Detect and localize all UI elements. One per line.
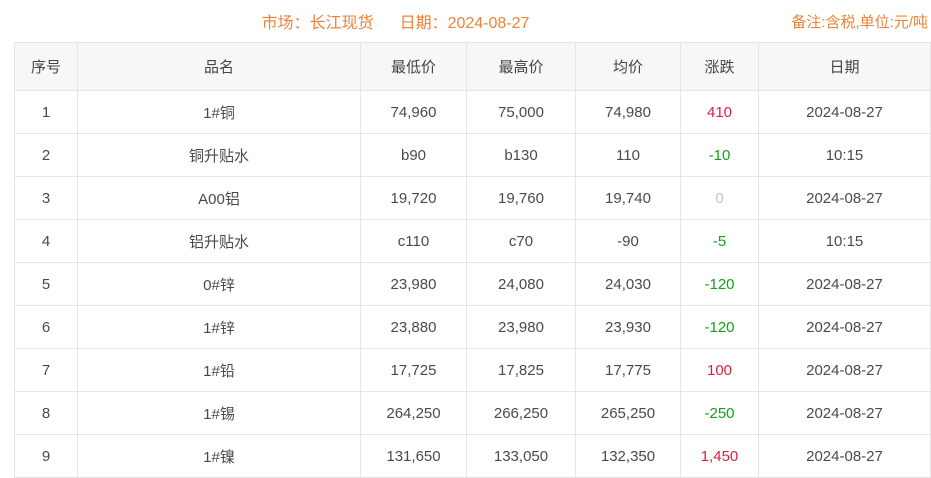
cell-change: -10 [680,133,759,177]
cell-avg: 23,930 [575,305,681,349]
cell-no: 8 [14,391,78,435]
cell-high: 23,980 [466,305,576,349]
cell-no: 4 [14,219,78,263]
cell-date: 2024-08-27 [758,90,931,134]
cell-no: 5 [14,262,78,306]
cell-date: 10:15 [758,133,931,177]
cell-change: -120 [680,262,759,306]
market-date-title: 市场：长江现货 日期：2024-08-27 [0,0,791,42]
cell-avg: 132,350 [575,434,681,478]
cell-avg: 74,980 [575,90,681,134]
cell-low: 23,980 [360,262,467,306]
table-row: 8 1#锡 264,250 266,250 265,250 -250 2024-… [14,391,931,435]
cell-change: 1,450 [680,434,759,478]
cell-name: 铜升贴水 [77,133,361,177]
remark-note: 备注:含税,单位:元/吨 [791,13,928,31]
market-label: 市场：长江现货 [261,15,374,32]
table-row: 6 1#锌 23,880 23,980 23,930 -120 2024-08-… [14,305,931,349]
col-header-change: 涨跌 [680,42,759,91]
cell-no: 2 [14,133,78,177]
table-row: 2 铜升贴水 b90 b130 110 -10 10:15 [14,133,931,177]
cell-date: 2024-08-27 [758,305,931,349]
cell-low: 17,725 [360,348,467,392]
cell-no: 3 [14,176,78,220]
cell-change: -250 [680,391,759,435]
cell-no: 9 [14,434,78,478]
cell-name: 1#镍 [77,434,361,478]
table-row: 4 铝升贴水 c110 c70 -90 -5 10:15 [14,219,931,263]
cell-avg: 265,250 [575,391,681,435]
price-table: 序号 品名 最低价 最高价 均价 涨跌 日期 1 1#铜 74,960 75,0… [14,42,931,478]
cell-high: 24,080 [466,262,576,306]
cell-low: 19,720 [360,176,467,220]
cell-change: -120 [680,305,759,349]
table-row: 3 A00铝 19,720 19,760 19,740 0 2024-08-27 [14,176,931,220]
cell-change: 0 [680,176,759,220]
title-bar: 市场：长江现货 日期：2024-08-27 备注:含税,单位:元/吨 [0,0,931,42]
cell-high: 75,000 [466,90,576,134]
cell-name: 1#锌 [77,305,361,349]
cell-change: -5 [680,219,759,263]
cell-change: 100 [680,348,759,392]
table-row: 1 1#铜 74,960 75,000 74,980 410 2024-08-2… [14,90,931,134]
cell-date: 10:15 [758,219,931,263]
table-row: 7 1#铅 17,725 17,825 17,775 100 2024-08-2… [14,348,931,392]
cell-date: 2024-08-27 [758,262,931,306]
cell-high: c70 [466,219,576,263]
cell-no: 7 [14,348,78,392]
cell-avg: 24,030 [575,262,681,306]
col-header-no: 序号 [14,42,78,91]
col-header-name: 品名 [77,42,361,91]
table-row: 9 1#镍 131,650 133,050 132,350 1,450 2024… [14,434,931,478]
col-header-high: 最高价 [466,42,576,91]
cell-date: 2024-08-27 [758,391,931,435]
cell-high: 133,050 [466,434,576,478]
col-header-low: 最低价 [360,42,467,91]
cell-high: b130 [466,133,576,177]
table-row: 5 0#锌 23,980 24,080 24,030 -120 2024-08-… [14,262,931,306]
date-label: 日期：2024-08-27 [399,15,530,32]
cell-name: A00铝 [77,176,361,220]
table-header-row: 序号 品名 最低价 最高价 均价 涨跌 日期 [14,42,931,91]
cell-name: 1#铜 [77,90,361,134]
cell-name: 铝升贴水 [77,219,361,263]
cell-date: 2024-08-27 [758,176,931,220]
cell-low: 74,960 [360,90,467,134]
cell-name: 1#锡 [77,391,361,435]
cell-avg: 19,740 [575,176,681,220]
cell-low: 23,880 [360,305,467,349]
cell-date: 2024-08-27 [758,348,931,392]
cell-avg: 110 [575,133,681,177]
cell-low: 131,650 [360,434,467,478]
cell-avg: 17,775 [575,348,681,392]
cell-no: 6 [14,305,78,349]
cell-name: 1#铅 [77,348,361,392]
cell-no: 1 [14,90,78,134]
cell-low: c110 [360,219,467,263]
cell-high: 266,250 [466,391,576,435]
cell-low: 264,250 [360,391,467,435]
cell-name: 0#锌 [77,262,361,306]
col-header-avg: 均价 [575,42,681,91]
cell-date: 2024-08-27 [758,434,931,478]
cell-high: 17,825 [466,348,576,392]
cell-high: 19,760 [466,176,576,220]
cell-avg: -90 [575,219,681,263]
cell-change: 410 [680,90,759,134]
cell-low: b90 [360,133,467,177]
col-header-date: 日期 [758,42,931,91]
